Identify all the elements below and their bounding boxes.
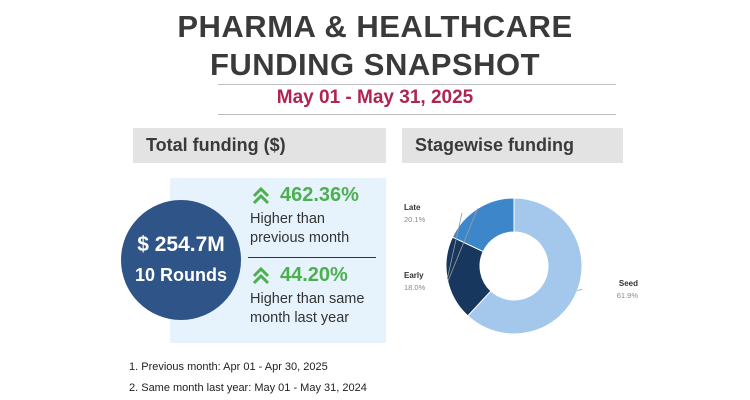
leader-line-early <box>447 208 478 282</box>
footnote-same-month-last-year: 2. Same month last year: May 01 - May 31… <box>129 382 367 394</box>
top-rule <box>218 84 616 85</box>
label-late: Late <box>404 203 421 212</box>
value-label-seed: 61.9% <box>617 291 638 300</box>
leader-line-late <box>446 212 463 280</box>
title-line-1: PHARMA & HEALTHCARE <box>177 9 573 44</box>
yoy-desc-line-2: month last year <box>250 310 350 326</box>
mom-desc-line-1: Higher than <box>250 211 325 227</box>
leader-line-seed <box>577 288 583 292</box>
donut-slice-seed <box>467 197 583 335</box>
total-funding-circle: $ 254.7M 10 Rounds <box>121 200 241 320</box>
label-early: Early <box>404 271 424 280</box>
footnote-previous-month: 1. Previous month: Apr 01 - Apr 30, 2025 <box>129 361 328 373</box>
stagewise-funding-header: Stagewise funding <box>402 128 623 163</box>
title-line-2: FUNDING SNAPSHOT <box>209 47 541 82</box>
bottom-rule <box>218 114 616 115</box>
date-range: May 01 - May 31, 2025 <box>276 87 474 108</box>
label-seed: Seed <box>619 279 638 288</box>
mom-growth: 462.36% Higher than previous month <box>250 184 390 248</box>
yoy-desc-line-1: Higher than same <box>250 291 365 307</box>
stagewise-donut-chart: Late 20.1% Early 18.0% Seed 61.9% <box>404 197 638 335</box>
mom-change-value: 462.36% <box>280 184 359 206</box>
total-amount: $ 254.7M <box>137 233 225 256</box>
value-label-early: 18.0% <box>404 283 426 292</box>
yoy-growth: 44.20% Higher than same month last year <box>250 264 390 328</box>
value-label-late: 20.1% <box>404 215 426 224</box>
growth-divider <box>248 257 376 258</box>
mom-desc-line-2: previous month <box>250 230 350 246</box>
double-chevron-up-icon <box>252 266 270 284</box>
page-title: PHARMA & HEALTHCARE FUNDING SNAPSHOT <box>0 8 750 84</box>
double-chevron-up-icon <box>252 186 270 204</box>
donut-slice-early <box>451 197 515 253</box>
rounds-count: 10 Rounds <box>134 265 227 285</box>
yoy-change-value: 44.20% <box>280 264 348 286</box>
total-funding-header: Total funding ($) <box>133 128 386 163</box>
